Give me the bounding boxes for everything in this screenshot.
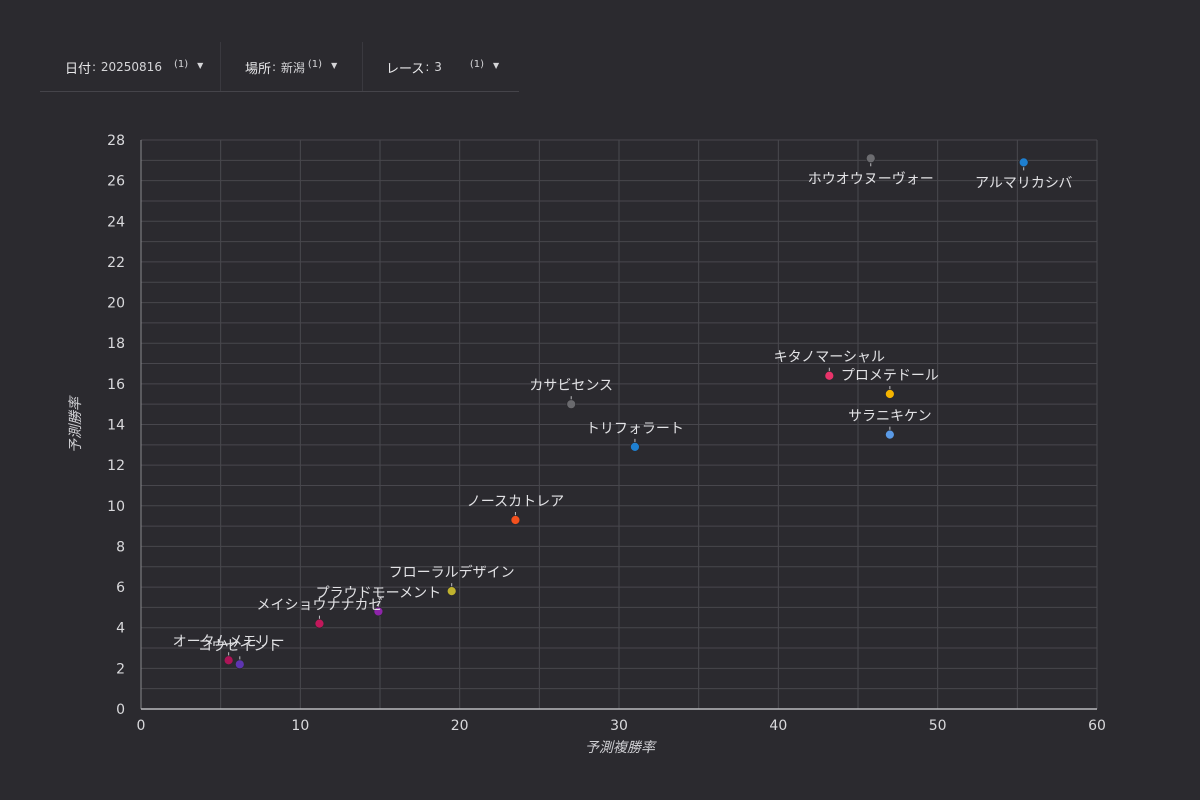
venue-filter-count: (1) [307, 58, 323, 70]
data-point [234, 659, 245, 670]
y-tick-label: 4 [116, 621, 125, 637]
venue-filter-value: 新潟 [280, 60, 305, 75]
data-point [373, 606, 384, 617]
y-tick-label: 0 [116, 702, 125, 718]
x-tick-label: 40 [769, 718, 787, 734]
data-point-label: トリフォラート [586, 421, 684, 437]
date-filter-count: (1) [173, 58, 189, 70]
y-tick-label: 16 [107, 377, 125, 393]
data-point [314, 618, 325, 629]
data-point-label: オータムメモリー [173, 634, 285, 650]
date-filter-value: 20250816 [100, 60, 162, 74]
chart-grid [141, 139, 1098, 709]
filter-divider [362, 42, 363, 91]
race-filter-label: レース [386, 61, 425, 77]
data-point [630, 441, 640, 452]
y-tick-label: 28 [107, 133, 125, 149]
data-point-label: ノースカトレア [467, 494, 564, 510]
data-point [865, 153, 876, 164]
y-tick-label: 26 [107, 174, 125, 190]
chart-axes [140, 140, 1097, 710]
data-point-label: アルマリカシバ [975, 175, 1072, 191]
x-tick-label: 20 [451, 718, 469, 734]
y-tick-label: 14 [107, 418, 125, 434]
data-point [446, 586, 457, 597]
data-point-label: ホウオウヌーヴォー [808, 170, 934, 187]
y-tick-label: 12 [107, 458, 125, 474]
chevron-down-icon: ▼ [493, 60, 500, 70]
y-tick-label: 8 [116, 539, 125, 555]
y-axis-title: 予測勝率 [68, 395, 84, 453]
venue-filter[interactable]: 場所: 新潟 (1) ▼ [245, 58, 338, 77]
date-filter[interactable]: 日付: 20250816 (1) ▼ [65, 58, 204, 77]
chevron-down-icon: ▼ [331, 60, 338, 70]
data-point [223, 655, 234, 666]
x-tick-label: 10 [291, 718, 309, 734]
data-point-label: コウセイント [198, 638, 281, 654]
x-axis-title: 予測複勝率 [585, 740, 657, 756]
data-point [510, 515, 521, 525]
data-point [566, 399, 577, 410]
filter-bar: 日付: 20250816 (1) ▼ 場所: 新潟 (1) ▼ レース: 3 (… [40, 42, 519, 92]
y-tick-label: 20 [107, 296, 125, 312]
y-tick-label: 18 [107, 336, 125, 352]
y-tick-label: 6 [116, 580, 125, 596]
data-point [824, 370, 835, 381]
race-filter[interactable]: レース: 3 (1) ▼ [386, 58, 500, 77]
y-tick-label: 10 [107, 499, 125, 515]
race-filter-count: (1) [469, 58, 485, 70]
x-tick-label: 30 [610, 718, 628, 734]
y-tick-label: 22 [107, 255, 125, 271]
y-tick-label: 2 [116, 661, 125, 677]
x-tick-label: 0 [137, 718, 146, 734]
y-tick-label: 24 [107, 214, 125, 230]
data-point-label: カサビセンス [529, 378, 613, 394]
data-point-label: サラニキケン [848, 409, 932, 425]
data-point [884, 429, 895, 440]
data-point [1018, 157, 1029, 168]
data-point-label: メイショウナナカゼ [256, 598, 382, 614]
x-tick-label: 60 [1088, 718, 1106, 734]
race-filter-value: 3 [434, 60, 442, 74]
venue-filter-label: 場所 [245, 61, 272, 77]
data-point-label: プラウドモーメント [316, 585, 441, 601]
data-point-label: キタノマーシャル [774, 350, 885, 366]
data-point-label: プロメテドール [841, 368, 939, 384]
data-point-label: フローラルデザイン [389, 564, 515, 581]
chevron-down-icon: ▼ [197, 60, 204, 70]
x-tick-label: 50 [929, 718, 947, 734]
data-point [884, 389, 895, 399]
date-filter-label: 日付 [65, 61, 92, 77]
filter-divider [220, 42, 221, 91]
